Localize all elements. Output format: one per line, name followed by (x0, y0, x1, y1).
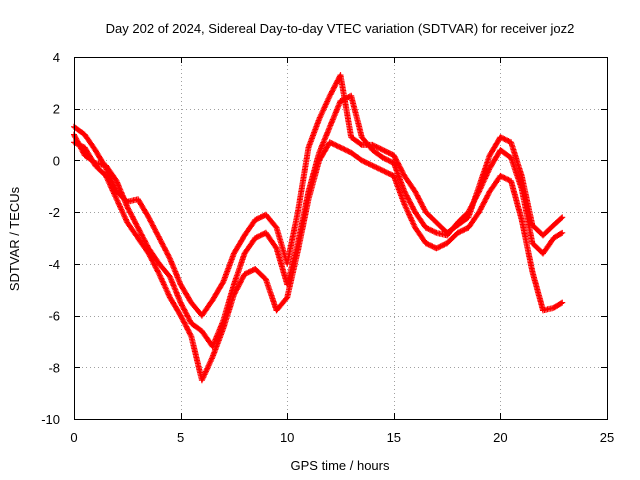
x-axis-label: GPS time / hours (291, 458, 390, 473)
x-tick-label: 25 (600, 430, 614, 445)
y-tick-label: 0 (53, 153, 60, 168)
series-track-2 (71, 92, 566, 350)
series-track-3 (71, 139, 566, 384)
y-tick-label: -4 (48, 257, 60, 272)
data-series (71, 72, 566, 384)
x-tick-label: 15 (387, 430, 401, 445)
plot-frame (74, 57, 608, 420)
y-tick-label: 4 (53, 50, 60, 65)
y-axis-label: SDTVAR / TECUs (7, 186, 22, 291)
x-tick-label: 20 (493, 430, 507, 445)
x-tick-label: 5 (177, 430, 184, 445)
chart-title: Day 202 of 2024, Sidereal Day-to-day VTE… (106, 21, 575, 36)
y-tick-label: -6 (48, 309, 60, 324)
x-tick-label: 0 (70, 430, 77, 445)
y-tick-label: -10 (41, 412, 60, 427)
x-tick-label: 10 (280, 430, 294, 445)
y-tick-label: -2 (48, 205, 60, 220)
y-tick-label: -8 (48, 360, 60, 375)
y-tick-label: 2 (53, 102, 60, 117)
series-markers (71, 92, 566, 350)
series-markers (71, 139, 566, 384)
